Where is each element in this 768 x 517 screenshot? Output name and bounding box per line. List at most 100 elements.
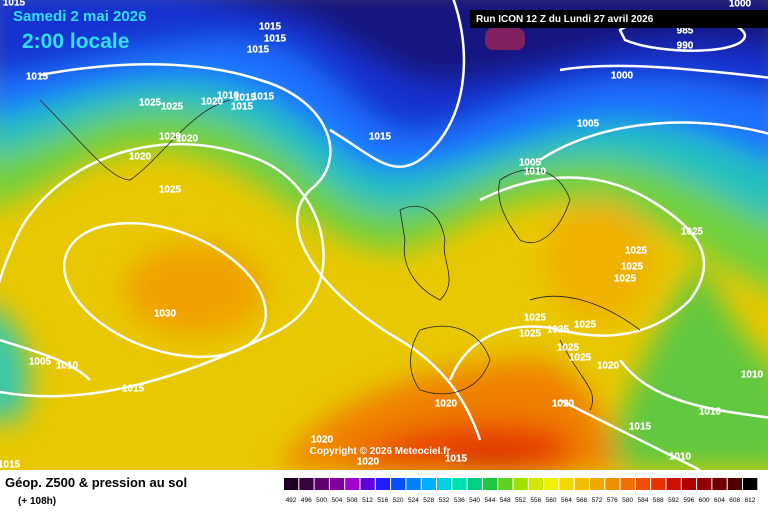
copyright: Copyright © 2026 Meteociel.fr bbox=[310, 446, 451, 457]
scale-label: 504 bbox=[331, 497, 342, 504]
isobar-label: 1015 bbox=[231, 102, 254, 113]
scale-label: 512 bbox=[362, 497, 373, 504]
scale-label: 516 bbox=[377, 497, 388, 504]
scale-swatch bbox=[574, 478, 589, 490]
scale-label: 612 bbox=[745, 497, 756, 504]
isobar-label: 985 bbox=[677, 26, 694, 37]
scale-swatch bbox=[345, 478, 360, 490]
scale-swatch bbox=[605, 478, 620, 490]
scale-swatch bbox=[559, 478, 574, 490]
scale-label: 572 bbox=[592, 497, 603, 504]
scale-label: 604 bbox=[714, 497, 725, 504]
scale-swatch bbox=[284, 478, 299, 490]
isobar-label: 1025 bbox=[557, 343, 580, 354]
scale-swatch bbox=[513, 478, 528, 490]
isobar-label: 1005 bbox=[29, 357, 52, 368]
isobar-label: 1020 bbox=[435, 399, 458, 410]
forecast-date: Samedi 2 mai 2026 bbox=[13, 8, 146, 25]
isobar-label: 1020 bbox=[129, 152, 152, 163]
scale-swatch bbox=[467, 478, 482, 490]
isobar-label: 1025 bbox=[625, 246, 648, 257]
isobar-label: 1015 bbox=[0, 460, 21, 471]
scale-swatch bbox=[406, 478, 421, 490]
isobar-label: 1025 bbox=[159, 185, 182, 196]
isobar-label: 1025 bbox=[519, 329, 542, 340]
isobar-label: 1010 bbox=[524, 167, 547, 178]
color-scale: 492 496 500 504 508 512 516 520 524 528 532 536 540 5… bbox=[284, 478, 758, 504]
scale-label: 492 bbox=[286, 497, 297, 504]
isobar-label: 1025 bbox=[161, 102, 184, 113]
scale-swatch bbox=[421, 478, 436, 490]
scale-label: 560 bbox=[546, 497, 557, 504]
isobar-label: 1000 bbox=[729, 0, 752, 10]
isobar-label: 1020 bbox=[597, 361, 620, 372]
isobar-label: 1025 bbox=[524, 313, 547, 324]
scale-label: 608 bbox=[729, 497, 740, 504]
scale-swatch bbox=[329, 478, 345, 490]
isobar-label: 1010 bbox=[699, 407, 722, 418]
isobar-label: 1015 bbox=[369, 132, 392, 143]
isobar-label: 1015 bbox=[445, 454, 468, 465]
isobar-label: 1005 bbox=[519, 158, 542, 169]
forecast-time: 2:00 locale bbox=[22, 30, 129, 53]
scale-label: 568 bbox=[576, 497, 587, 504]
scale-label: 540 bbox=[469, 497, 480, 504]
scale-swatch bbox=[452, 478, 467, 490]
scale-swatch bbox=[743, 478, 758, 490]
lead-time: (+ 108h) bbox=[18, 496, 56, 507]
scale-label: 524 bbox=[408, 497, 419, 504]
scale-swatch bbox=[620, 478, 635, 490]
scale-label: 556 bbox=[530, 497, 541, 504]
scale-label: 528 bbox=[423, 497, 434, 504]
scale-label: 500 bbox=[316, 497, 327, 504]
isobar-label: 990 bbox=[677, 41, 694, 52]
scale-swatch bbox=[544, 478, 559, 490]
scale-label: 588 bbox=[653, 497, 664, 504]
coastlines bbox=[39, 99, 641, 411]
scale-swatch bbox=[528, 478, 544, 490]
scale-swatch bbox=[681, 478, 697, 490]
isobar-label: 1015 bbox=[234, 93, 257, 104]
scale-swatch bbox=[635, 478, 651, 490]
scale-label: 580 bbox=[622, 497, 633, 504]
scale-label: 520 bbox=[393, 497, 404, 504]
isobar-label: 1000 bbox=[611, 71, 634, 82]
isobar-label: 1025 bbox=[547, 325, 570, 336]
scale-swatch bbox=[712, 478, 727, 490]
scale-label: 584 bbox=[637, 497, 648, 504]
scale-label: 596 bbox=[683, 497, 694, 504]
scale-label: 536 bbox=[454, 497, 465, 504]
isobar-label: 1015 bbox=[122, 384, 145, 395]
scale-swatch bbox=[590, 478, 605, 490]
scale-label: 552 bbox=[515, 497, 526, 504]
isobar-label: 1020 bbox=[201, 97, 224, 108]
scale-label: 592 bbox=[668, 497, 679, 504]
isobar-label: 1010 bbox=[741, 370, 764, 381]
isobar-label: 1025 bbox=[621, 262, 644, 273]
isobar-label: 1010 bbox=[217, 91, 240, 102]
isobar-label: 1025 bbox=[614, 274, 637, 285]
geopotential-field bbox=[0, 0, 768, 470]
isobar-label: 1015 bbox=[259, 22, 282, 33]
isobar-label: 1020 bbox=[176, 134, 199, 145]
scale-label: 544 bbox=[484, 497, 495, 504]
scale-swatch bbox=[360, 478, 375, 490]
scale-swatch bbox=[299, 478, 314, 490]
isobar-label: 1015 bbox=[264, 34, 287, 45]
scale-swatch bbox=[375, 478, 391, 490]
run-info: Run ICON 12 Z du Lundi 27 avril 2026 bbox=[476, 14, 654, 25]
scale-label: 564 bbox=[561, 497, 572, 504]
isobar-label: 1015 bbox=[3, 0, 26, 9]
scale-label: 496 bbox=[301, 497, 312, 504]
isobar-label: 1015 bbox=[252, 92, 275, 103]
scale-label: 600 bbox=[699, 497, 710, 504]
isobar-label: 1025 bbox=[574, 320, 597, 331]
scale-swatch bbox=[314, 478, 329, 490]
legend-title: Géop. Z500 & pression au sol bbox=[5, 475, 187, 490]
scale-swatch bbox=[697, 478, 712, 490]
scale-swatch bbox=[482, 478, 498, 490]
isobar-label: 1020 bbox=[311, 435, 334, 446]
isobar-label: 1015 bbox=[247, 45, 270, 56]
